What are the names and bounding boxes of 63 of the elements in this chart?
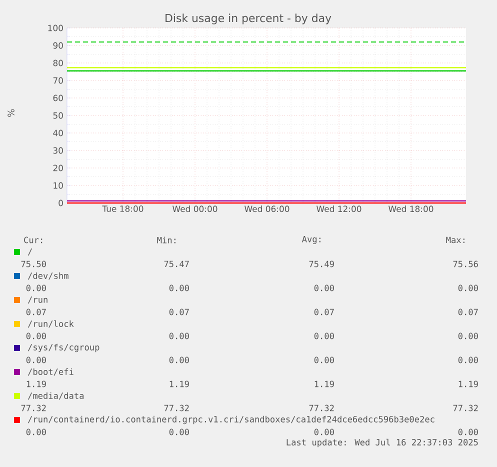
legend-label: /media/data: [28, 392, 84, 400]
text: 77.32: [309, 404, 334, 412]
y-tick-label: 40: [53, 130, 63, 136]
text: 75.50: [21, 260, 46, 268]
text: Avg:: [302, 236, 320, 244]
text: 75.47: [164, 260, 189, 268]
legend-label: /: [28, 248, 32, 256]
y-tick-label: 100: [48, 24, 63, 32]
text: 0.00: [458, 332, 478, 340]
text: Min:: [157, 236, 176, 244]
text: 0.07: [458, 308, 478, 316]
legend-label: /run/lock: [28, 320, 74, 328]
legend-label: /run/containerd/io.containerd.grpc.v1.cri/sandboxes/ca1def24dce6edcc596b3e0e2ec: [28, 416, 434, 424]
y-tick-label: 70: [53, 77, 63, 84]
x-tick-label: Wed 18:00: [388, 206, 434, 212]
text: 0.00: [314, 356, 334, 364]
text: 0.00: [26, 428, 46, 436]
legend-label: /boot/efi: [28, 368, 74, 376]
text: 1.19: [458, 380, 478, 388]
text: 0.00: [169, 356, 189, 364]
x-tick-label: Wed 00:00: [172, 206, 218, 212]
y-tick-label: 10: [54, 182, 63, 189]
text: 0.00: [314, 332, 334, 340]
text: 0.00: [458, 284, 478, 292]
text: 77.32: [164, 404, 189, 412]
text: 77.32: [21, 404, 46, 412]
text: Cur:: [24, 236, 42, 244]
text: 75.49: [309, 260, 334, 268]
x-tick-label: Wed 06:00: [244, 206, 290, 212]
text: 0.00: [26, 332, 46, 340]
text: 0.00: [314, 428, 334, 436]
y-tick-label: 30: [53, 147, 63, 154]
y-tick-label: 60: [53, 94, 63, 102]
y-tick-label: 90: [53, 42, 63, 49]
y-tick-label: 80: [53, 60, 63, 66]
text: 77.32: [453, 404, 478, 412]
text: 0.00: [169, 284, 189, 292]
text: 0.00: [169, 428, 189, 436]
text: 0.00: [169, 332, 189, 340]
text: 1.19: [314, 380, 334, 388]
text: 0.07: [26, 308, 46, 316]
y-tick-label: 0: [58, 200, 63, 206]
text: Max:: [446, 236, 464, 244]
text: 0.00: [26, 284, 46, 292]
legend-label: /run: [28, 296, 48, 304]
text: 0.00: [314, 284, 334, 292]
text: 0.07: [314, 308, 334, 316]
text: Last update: Wed Jul 16 22:37:03 2025: [286, 438, 478, 448]
x-tick-label: Wed 12:00: [316, 206, 362, 212]
text: 0.07: [169, 308, 189, 316]
chart-title: Disk usage in percent - by day: [166, 14, 332, 24]
text: 1.19: [170, 380, 189, 388]
y-tick-label: 20: [53, 164, 63, 172]
text: 0.00: [26, 356, 46, 364]
y-axis-title: %: [8, 109, 14, 117]
text: 1.19: [26, 380, 46, 388]
text: 0.00: [458, 428, 478, 436]
legend-label: /dev/shm: [28, 272, 68, 280]
text: 0.00: [458, 356, 478, 364]
legend-label: /sys/fs/cgroup: [28, 344, 100, 352]
y-tick-label: 50: [53, 112, 63, 119]
text: 75.56: [453, 260, 478, 268]
x-tick-label: Tue 18:00: [102, 206, 144, 212]
